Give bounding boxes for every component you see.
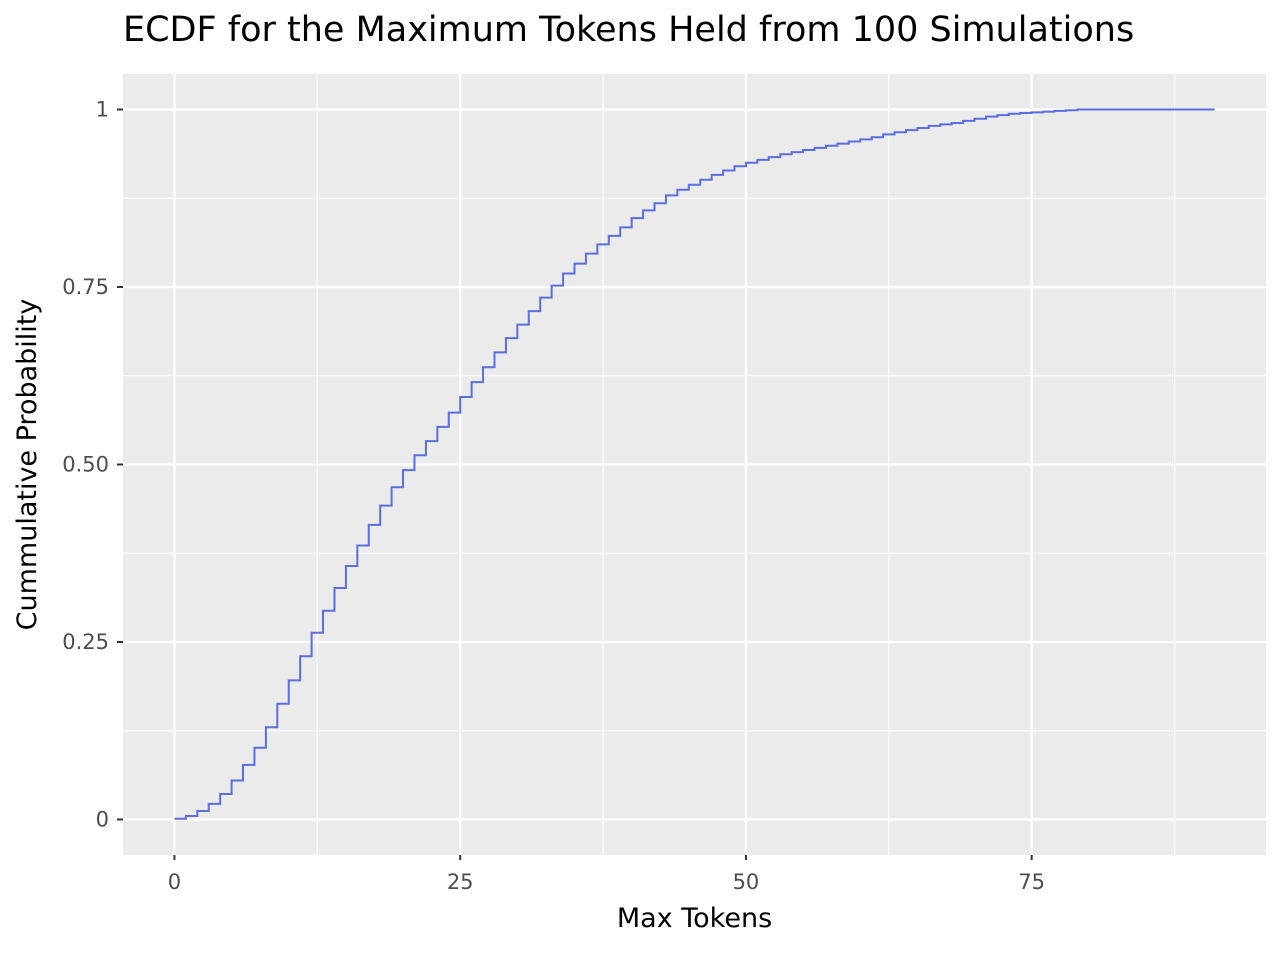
chart-title: ECDF for the Maximum Tokens Held from 10… [123, 10, 1134, 50]
y-tick-label: 0.50 [62, 453, 109, 477]
x-axis-title: Max Tokens [617, 903, 772, 934]
y-axis-title: Cummulative Probability [12, 299, 43, 631]
series-layer [174, 108, 1215, 820]
y-tick-label: 0.25 [62, 630, 109, 654]
x-tick-label: 0 [168, 870, 181, 894]
x-tick-label: 50 [733, 870, 760, 894]
y-axis-ticks: 0 0.25 0.50 0.75 1 [62, 98, 123, 832]
y-tick-label: 1 [96, 98, 109, 122]
y-tick-label: 0 [96, 808, 109, 832]
major-gridlines [123, 74, 1266, 855]
x-tick-label: 75 [1018, 870, 1045, 894]
y-tick-label: 0.75 [62, 275, 109, 299]
x-tick-label: 25 [447, 870, 474, 894]
x-axis-ticks: 0 25 50 75 [168, 855, 1045, 894]
ecdf-step-line [174, 108, 1215, 820]
